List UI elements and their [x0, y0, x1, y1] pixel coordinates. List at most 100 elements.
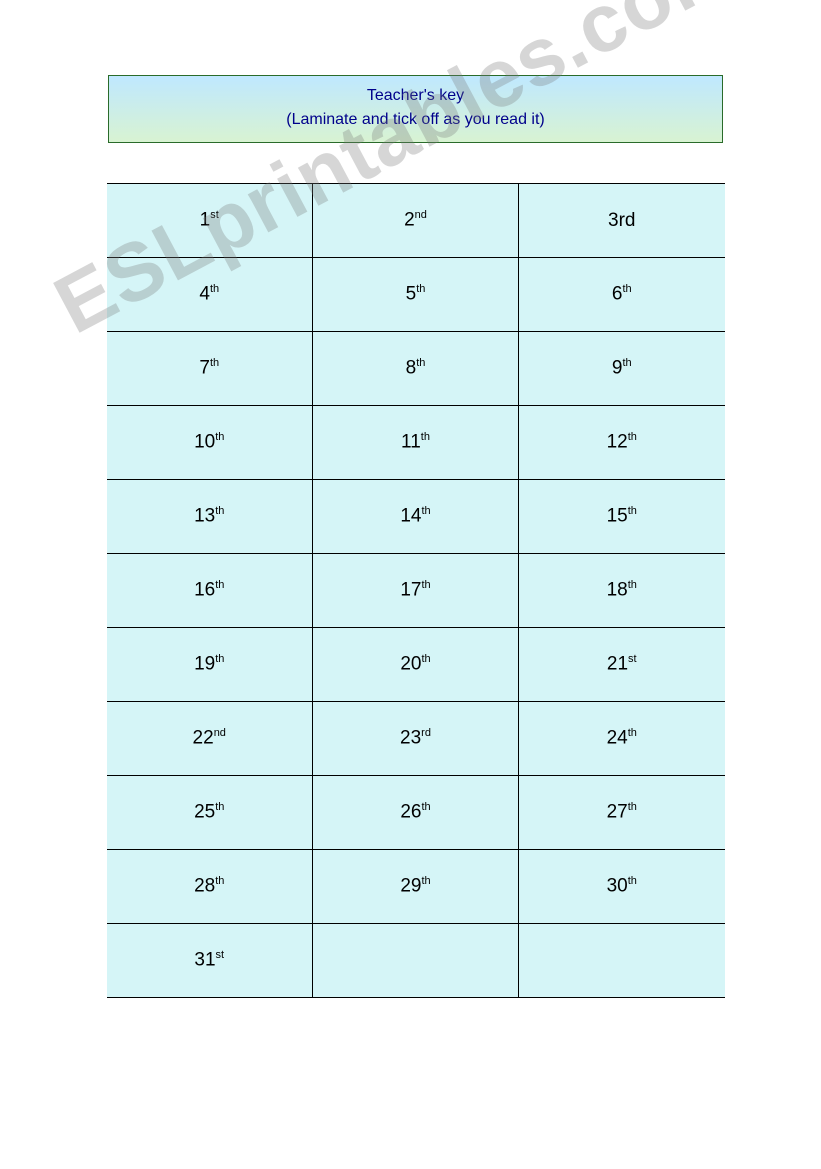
ordinal-cell: 10th — [107, 406, 313, 480]
ordinal-number: 14 — [400, 506, 421, 527]
ordinal-suffix: th — [210, 357, 219, 369]
table-row: 25th26th27th — [107, 776, 725, 850]
ordinal-suffix: th — [628, 579, 637, 591]
ordinal-number: 24 — [607, 728, 628, 749]
table-row: 31st — [107, 924, 725, 998]
ordinal-cell: 2nd — [313, 184, 519, 258]
ordinal-number: 10 — [194, 432, 215, 453]
ordinal-cell: 4th — [107, 258, 313, 332]
ordinal-cell: 19th — [107, 628, 313, 702]
ordinal-suffix: st — [628, 653, 637, 665]
header-box: Teacher's key (Laminate and tick off as … — [108, 75, 723, 143]
ordinal-suffix: nd — [415, 209, 427, 221]
ordinal-cell: 20th — [313, 628, 519, 702]
ordinal-suffix: th — [421, 875, 430, 887]
ordinal-suffix: th — [628, 801, 637, 813]
ordinal-suffix: th — [416, 283, 425, 295]
ordinal-number: 23 — [400, 728, 421, 749]
ordinal-number: 1 — [200, 210, 211, 231]
ordinal-number: 8 — [406, 358, 417, 379]
table-row: 28th29th30th — [107, 850, 725, 924]
ordinal-cell: 11th — [313, 406, 519, 480]
ordinal-cell: 8th — [313, 332, 519, 406]
ordinals-table: 1st2nd3rd4th5th6th7th8th9th10th11th12th1… — [107, 183, 725, 998]
ordinal-cell: 1st — [107, 184, 313, 258]
ordinal-suffix: th — [628, 431, 637, 443]
ordinal-plain: 3rd — [608, 210, 635, 231]
ordinal-cell: 23rd — [313, 702, 519, 776]
ordinal-cell: 24th — [519, 702, 725, 776]
header-title: Teacher's key — [115, 84, 716, 108]
ordinal-number: 18 — [607, 580, 628, 601]
ordinal-suffix: th — [628, 505, 637, 517]
ordinal-cell: 13th — [107, 480, 313, 554]
ordinal-cell — [519, 924, 725, 998]
ordinal-number: 13 — [194, 506, 215, 527]
table-row: 22nd23rd24th — [107, 702, 725, 776]
ordinal-number: 6 — [612, 284, 623, 305]
ordinal-number: 15 — [607, 506, 628, 527]
ordinal-cell: 5th — [313, 258, 519, 332]
ordinal-number: 5 — [406, 284, 417, 305]
ordinal-suffix: th — [628, 875, 637, 887]
ordinal-cell: 30th — [519, 850, 725, 924]
ordinal-number: 12 — [607, 432, 628, 453]
ordinal-cell: 7th — [107, 332, 313, 406]
ordinal-cell: 21st — [519, 628, 725, 702]
ordinal-suffix: th — [215, 579, 224, 591]
ordinal-suffix: th — [215, 431, 224, 443]
ordinal-suffix: th — [215, 653, 224, 665]
ordinal-number: 16 — [194, 580, 215, 601]
ordinal-number: 19 — [194, 654, 215, 675]
worksheet-page: Teacher's key (Laminate and tick off as … — [0, 0, 821, 1169]
ordinal-number: 28 — [194, 876, 215, 897]
ordinal-cell: 27th — [519, 776, 725, 850]
ordinal-cell: 29th — [313, 850, 519, 924]
ordinal-suffix: th — [215, 875, 224, 887]
ordinal-suffix: th — [215, 505, 224, 517]
ordinal-number: 2 — [404, 210, 415, 231]
ordinal-number: 7 — [199, 358, 210, 379]
ordinal-number: 21 — [607, 654, 628, 675]
ordinal-cell: 12th — [519, 406, 725, 480]
table-row: 1st2nd3rd — [107, 184, 725, 258]
ordinal-suffix: rd — [421, 727, 431, 739]
table-row: 16th17th18th — [107, 554, 725, 628]
ordinal-number: 31 — [194, 950, 215, 971]
table-row: 4th5th6th — [107, 258, 725, 332]
ordinal-cell — [313, 924, 519, 998]
ordinal-suffix: th — [421, 505, 430, 517]
ordinal-suffix: th — [421, 653, 430, 665]
ordinal-suffix: th — [421, 579, 430, 591]
ordinals-tbody: 1st2nd3rd4th5th6th7th8th9th10th11th12th1… — [107, 184, 725, 998]
ordinal-cell: 28th — [107, 850, 313, 924]
ordinal-number: 22 — [193, 728, 214, 749]
ordinal-cell: 14th — [313, 480, 519, 554]
ordinal-cell: 22nd — [107, 702, 313, 776]
ordinal-number: 17 — [400, 580, 421, 601]
ordinal-suffix: nd — [214, 727, 226, 739]
header-subtitle: (Laminate and tick off as you read it) — [115, 108, 716, 132]
ordinal-suffix: th — [622, 357, 631, 369]
ordinal-suffix: st — [210, 209, 219, 221]
ordinal-number: 11 — [401, 432, 421, 453]
ordinal-number: 20 — [400, 654, 421, 675]
ordinal-suffix: th — [416, 357, 425, 369]
ordinal-number: 27 — [607, 802, 628, 823]
ordinal-cell: 6th — [519, 258, 725, 332]
ordinal-suffix: th — [215, 801, 224, 813]
table-row: 13th14th15th — [107, 480, 725, 554]
ordinal-cell: 26th — [313, 776, 519, 850]
ordinal-suffix: th — [622, 283, 631, 295]
ordinal-suffix: th — [421, 431, 430, 443]
ordinal-number: 30 — [607, 876, 628, 897]
table-row: 19th20th21st — [107, 628, 725, 702]
ordinal-cell: 31st — [107, 924, 313, 998]
ordinal-suffix: th — [210, 283, 219, 295]
ordinal-number: 29 — [400, 876, 421, 897]
table-row: 7th8th9th — [107, 332, 725, 406]
ordinal-cell: 17th — [313, 554, 519, 628]
ordinal-cell: 3rd — [519, 184, 725, 258]
ordinal-cell: 25th — [107, 776, 313, 850]
ordinal-cell: 9th — [519, 332, 725, 406]
